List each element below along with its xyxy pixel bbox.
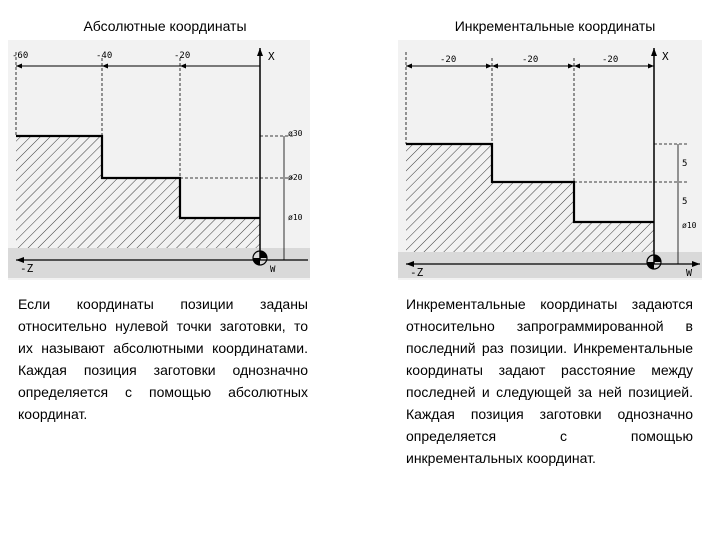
x-axis-label: X (662, 50, 669, 63)
origin-label: W (270, 265, 276, 275)
increment-label: 5 (682, 159, 687, 169)
incremental-coordinates-description: Инкрементальные координаты задаются отно… (406, 296, 693, 466)
diameter-label: ø20 (288, 173, 303, 182)
w-axis-arrow (692, 261, 700, 267)
neg-z-label: -Z (20, 262, 34, 275)
tick-label: -20 (602, 55, 618, 65)
diameter-label: ø30 (288, 129, 303, 138)
absolute-coordinates-diagram: -60 -40 -20 X ø30 ø20 ø10 W -Z (8, 40, 310, 280)
tick-label: -60 (12, 51, 28, 61)
tick-label: -20 (440, 55, 456, 65)
diameter-label: ø10 (288, 213, 303, 222)
workpiece-hatch (406, 144, 654, 252)
origin-symbol-fill (253, 251, 267, 265)
incremental-coordinates-title: Инкрементальные координаты (454, 18, 656, 34)
origin-symbol-fill (647, 255, 661, 269)
w-axis-label: W (686, 268, 693, 279)
tick-label: -20 (174, 51, 190, 61)
workpiece-contour (16, 134, 260, 220)
increment-label: 5 (682, 197, 687, 207)
absolute-coordinates-description: Если координаты позиции заданы относител… (18, 296, 308, 422)
absolute-coordinates-title: Абсолютные координаты (83, 18, 247, 34)
tick-label: -20 (522, 55, 538, 65)
x-axis-label: X (268, 50, 275, 63)
incremental-coordinates-diagram: -20 -20 -20 X 5 5 ø10 W -Z (398, 40, 702, 280)
neg-z-label: -Z (410, 266, 424, 279)
tick-label: -40 (96, 51, 112, 61)
workpiece-contour (406, 142, 654, 224)
x-axis-arrow (257, 48, 263, 56)
z-axis-arrow (406, 261, 414, 267)
diameter-label: ø10 (682, 221, 697, 230)
workpiece-hatch (16, 136, 260, 248)
x-axis-arrow (651, 48, 657, 56)
z-axis-arrow (16, 257, 24, 263)
